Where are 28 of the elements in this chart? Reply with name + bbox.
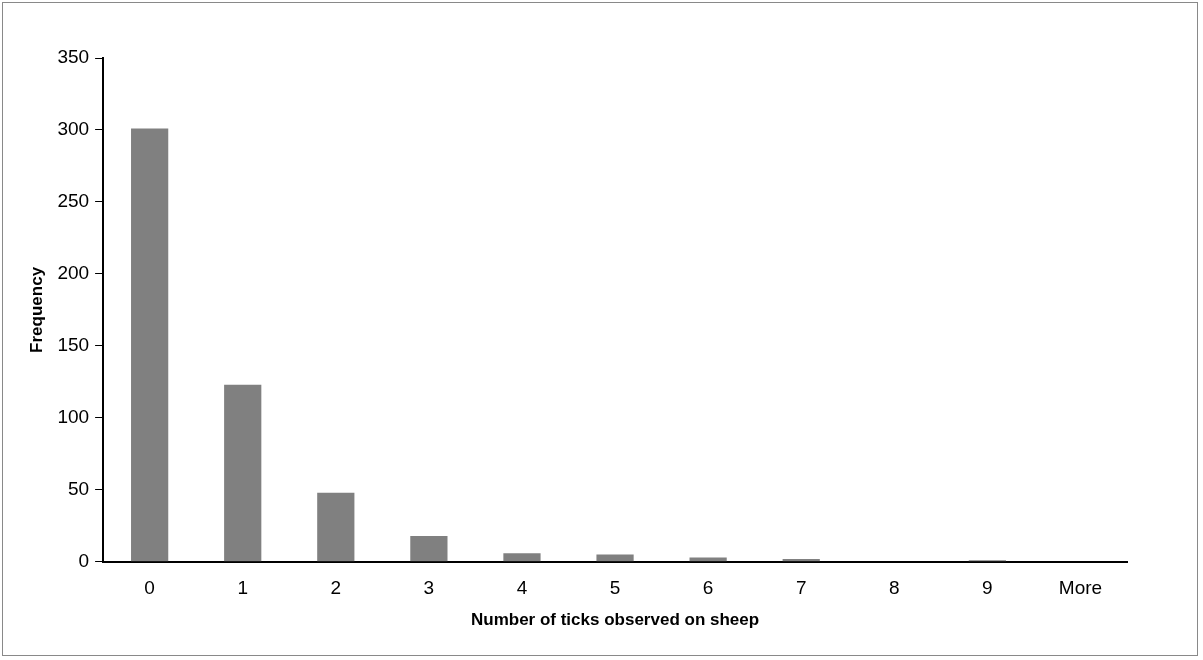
bar <box>410 535 448 562</box>
bar <box>596 554 634 562</box>
x-tick-label: 5 <box>609 577 621 599</box>
x-axis-title: Number of ticks observed on sheep <box>470 610 760 630</box>
y-tick-label: 50 <box>67 478 90 500</box>
y-tick-label: 150 <box>57 334 90 356</box>
x-tick-label: 7 <box>795 577 807 599</box>
y-axis-title: Frequency <box>26 266 46 353</box>
x-tick-label: 8 <box>889 577 900 599</box>
x-tick-label: 6 <box>702 577 714 599</box>
bar <box>503 553 541 562</box>
bar <box>224 384 262 562</box>
x-tick-label: 4 <box>516 577 528 599</box>
x-tick-label: 3 <box>423 577 435 599</box>
y-tick-label: 300 <box>57 118 90 140</box>
y-tick-label: 0 <box>78 550 90 572</box>
y-tick-label: 250 <box>57 190 90 212</box>
x-tick-label: 1 <box>237 577 249 599</box>
y-tick-label: 350 <box>57 46 90 68</box>
x-tick-label: 9 <box>982 577 993 599</box>
x-tick-label: 0 <box>144 577 155 599</box>
y-tick-label: 100 <box>57 406 90 428</box>
x-tick-label: More <box>1058 577 1103 599</box>
y-tick-label: 200 <box>57 262 90 284</box>
bar <box>131 128 169 562</box>
bar <box>317 492 355 562</box>
bar <box>689 557 727 562</box>
x-tick-label: 2 <box>330 577 342 599</box>
